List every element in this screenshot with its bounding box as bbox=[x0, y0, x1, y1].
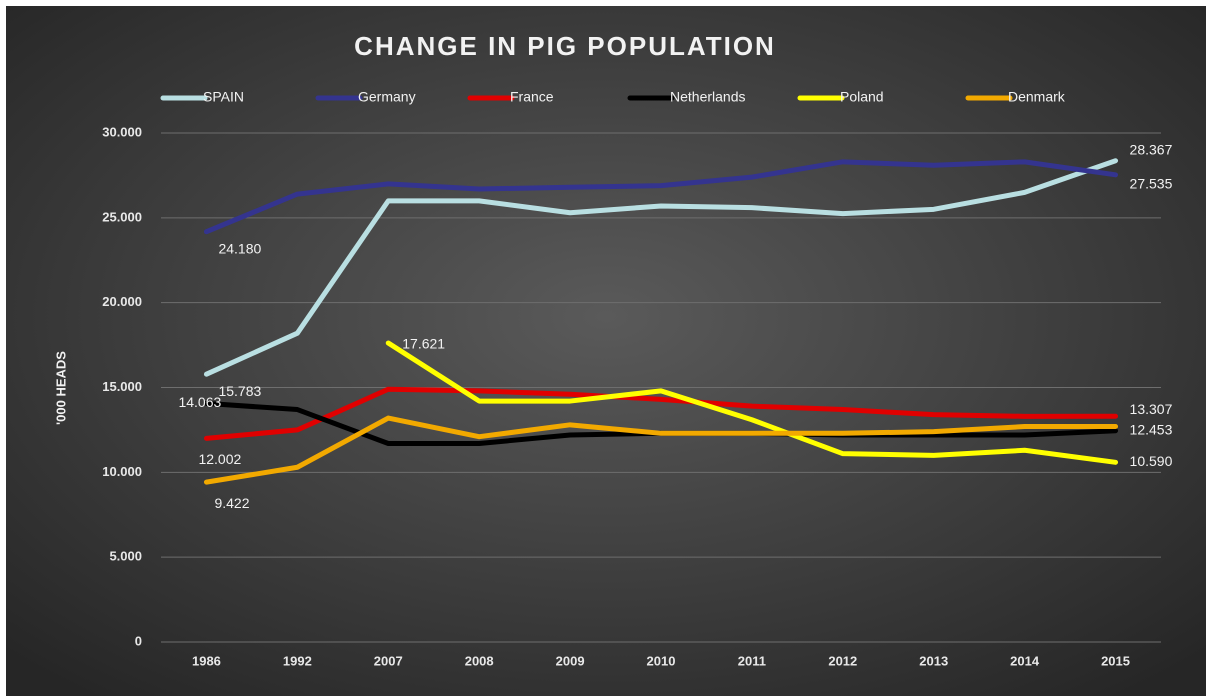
x-tick-label: 1986 bbox=[192, 653, 221, 668]
data-label: 27.535 bbox=[1130, 176, 1173, 192]
x-tick-label: 2013 bbox=[919, 653, 948, 668]
data-label: 9.422 bbox=[214, 495, 249, 511]
legend-label: SPAIN bbox=[203, 89, 244, 105]
legend-label: Netherlands bbox=[670, 89, 746, 105]
x-tick-label: 1992 bbox=[283, 653, 312, 668]
legend-label: France bbox=[510, 89, 554, 105]
y-tick-label: 30.000 bbox=[102, 124, 142, 139]
y-tick-label: 0 bbox=[135, 633, 142, 648]
y-axis-label: '000 HEADS bbox=[53, 351, 68, 425]
legend-label: Germany bbox=[358, 89, 416, 105]
x-tick-label: 2009 bbox=[556, 653, 585, 668]
data-label: 10.590 bbox=[1130, 453, 1173, 469]
x-tick-label: 2011 bbox=[738, 653, 766, 668]
legend-label: Denmark bbox=[1008, 89, 1066, 105]
y-tick-label: 15.000 bbox=[102, 379, 142, 394]
series-line bbox=[203, 158, 1119, 377]
series-line bbox=[203, 415, 1119, 485]
data-label: 28.367 bbox=[1130, 141, 1173, 157]
data-label: 14.063 bbox=[178, 394, 221, 410]
x-tick-label: 2007 bbox=[374, 653, 403, 668]
legend-label: Poland bbox=[840, 89, 884, 105]
data-label: 12.002 bbox=[198, 451, 241, 467]
chart-title: CHANGE IN PIG POPULATION bbox=[354, 31, 776, 61]
background bbox=[6, 6, 1206, 696]
data-label: 13.307 bbox=[1130, 401, 1173, 417]
x-tick-label: 2008 bbox=[465, 653, 494, 668]
data-label: 12.453 bbox=[1130, 421, 1173, 437]
y-tick-label: 20.000 bbox=[102, 294, 142, 309]
series-line bbox=[385, 340, 1119, 465]
y-tick-label: 5.000 bbox=[109, 549, 142, 564]
x-tick-label: 2015 bbox=[1101, 653, 1130, 668]
x-tick-label: 2010 bbox=[647, 653, 676, 668]
data-label: 24.180 bbox=[218, 240, 261, 256]
x-tick-label: 2014 bbox=[1010, 653, 1040, 668]
x-tick-label: 2012 bbox=[828, 653, 857, 668]
y-tick-label: 10.000 bbox=[102, 464, 142, 479]
series-line bbox=[203, 159, 1119, 235]
data-label: 17.621 bbox=[402, 336, 445, 352]
data-label: 15.783 bbox=[218, 383, 261, 399]
y-tick-label: 25.000 bbox=[102, 209, 142, 224]
series-line bbox=[203, 386, 1119, 441]
